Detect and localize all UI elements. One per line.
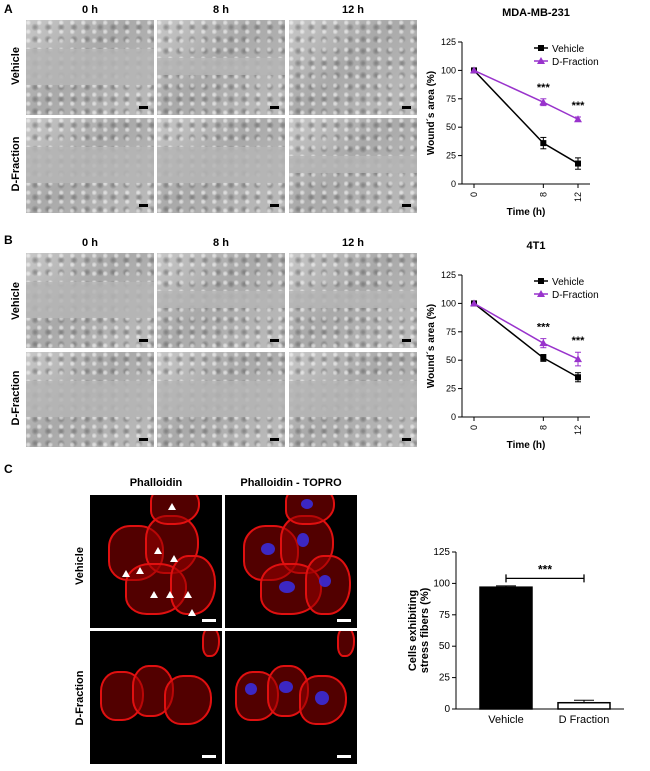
micrograph-a-dfraction-0h bbox=[26, 118, 154, 213]
panel-b-time-12h: 12 h bbox=[341, 237, 364, 249]
y-tick-label: 25 bbox=[446, 151, 456, 161]
series-line-1 bbox=[473, 69, 579, 120]
panel-c-row-dfraction: D-Fraction bbox=[74, 670, 86, 726]
y-tick-label: 125 bbox=[441, 270, 456, 280]
fluorescence-c-vehicle-phalloidin-topro bbox=[225, 495, 357, 628]
legend-marker bbox=[537, 57, 545, 64]
x-tick-label: 12 bbox=[573, 425, 583, 435]
panel-label-c: C bbox=[4, 462, 13, 476]
micrograph-a-vehicle-12h bbox=[289, 20, 417, 115]
x-tick-label: 0 bbox=[469, 425, 479, 430]
series-line-0 bbox=[473, 302, 579, 378]
y-tick-label: 25 bbox=[446, 384, 456, 394]
fluorescence-c-dfraction-phalloidin-topro bbox=[225, 631, 357, 764]
significance-annotation: *** bbox=[538, 562, 552, 576]
panel-c-row-vehicle: Vehicle bbox=[74, 547, 86, 585]
micrograph-a-dfraction-8h bbox=[157, 118, 285, 213]
x-axis-label: Time (h) bbox=[507, 207, 546, 218]
micrograph-b-vehicle-8h bbox=[157, 253, 285, 348]
legend-label: Vehicle bbox=[552, 277, 585, 288]
chart-4t1: 4T1 0 25 50 75 100 125 0 8 12 Time (h) Wound´s area… bbox=[426, 240, 599, 451]
data-point bbox=[470, 299, 478, 307]
y-tick-label: 0 bbox=[451, 412, 456, 422]
data-point bbox=[539, 98, 548, 106]
panel-a-row-vehicle: Vehicle bbox=[10, 47, 22, 85]
y-tick-label: 25 bbox=[439, 673, 451, 684]
data-point bbox=[470, 66, 478, 74]
legend-marker bbox=[538, 278, 544, 284]
significance-annotation: *** bbox=[572, 100, 586, 112]
panel-label-a: A bbox=[4, 2, 13, 16]
fluorescence-c-dfraction-phalloidin bbox=[90, 631, 222, 764]
panel-b-time-0h: 0 h bbox=[82, 237, 98, 249]
x-tick-label: Vehicle bbox=[488, 714, 523, 726]
y-tick-label: 50 bbox=[439, 641, 451, 652]
data-point bbox=[574, 355, 582, 363]
y-tick-label: 100 bbox=[433, 578, 450, 589]
y-tick-label: 125 bbox=[441, 37, 456, 47]
micrograph-b-dfraction-12h bbox=[289, 352, 417, 447]
x-tick-label: D Fraction bbox=[559, 714, 610, 726]
legend-label: Vehicle bbox=[552, 44, 585, 55]
panel-a-time-12h: 12 h bbox=[341, 4, 364, 16]
panel-c-col-phalloidin: Phalloidin bbox=[129, 477, 183, 489]
x-tick-label: 8 bbox=[538, 425, 548, 430]
legend-label: D-Fraction bbox=[552, 57, 599, 68]
x-tick-label: 8 bbox=[538, 192, 548, 197]
micrograph-a-dfraction-12h bbox=[289, 118, 417, 213]
y-tick-label: 50 bbox=[446, 122, 456, 132]
y-tick-label: 75 bbox=[439, 610, 451, 621]
data-point bbox=[539, 339, 548, 347]
panel-label-b: B bbox=[4, 233, 13, 247]
panel-c-col-phalloidin-topro: Phalloidin - TOPRO bbox=[240, 477, 342, 489]
y-tick-label: 125 bbox=[433, 547, 450, 558]
y-tick-label: 100 bbox=[441, 298, 456, 308]
y-axis-label: Wound´s area (%) bbox=[426, 71, 437, 155]
y-tick-label: 0 bbox=[444, 704, 450, 715]
micrograph-a-vehicle-0h bbox=[26, 20, 154, 115]
chart-title: MDA-MB-231 bbox=[502, 7, 570, 19]
legend-marker bbox=[537, 290, 545, 297]
data-point bbox=[575, 374, 581, 381]
panel-b-row-vehicle: Vehicle bbox=[10, 282, 22, 320]
legend-label: D-Fraction bbox=[552, 290, 599, 301]
y-tick-label: 0 bbox=[451, 179, 456, 189]
fluorescence-c-vehicle-phalloidin bbox=[90, 495, 222, 628]
y-axis-label: stress fibers (%) bbox=[419, 587, 431, 673]
y-tick-label: 75 bbox=[446, 327, 456, 337]
y-axis-label: Cells exhibiting bbox=[407, 590, 419, 671]
panel-a-time-0h: 0 h bbox=[82, 4, 98, 16]
series-line-1 bbox=[473, 302, 579, 360]
y-tick-label: 75 bbox=[446, 94, 456, 104]
data-point bbox=[540, 140, 547, 147]
x-tick-label: 0 bbox=[469, 192, 479, 197]
micrograph-b-vehicle-0h bbox=[26, 253, 154, 348]
micrograph-b-dfraction-8h bbox=[157, 352, 285, 447]
significance-annotation: *** bbox=[537, 82, 551, 94]
data-point bbox=[574, 115, 582, 123]
x-tick-label: 12 bbox=[573, 192, 583, 202]
panel-a-row-dfraction: D-Fraction bbox=[10, 136, 22, 192]
series-line-0 bbox=[473, 69, 579, 165]
micrograph-b-dfraction-0h bbox=[26, 352, 154, 447]
chart-mda-mb-231: MDA-MB-231 0 25 50 75 100 125 0 8 12 Time (h) Wound… bbox=[426, 7, 599, 218]
significance-annotation: *** bbox=[572, 335, 586, 347]
panel-b-row-dfraction: D-Fraction bbox=[10, 370, 22, 426]
legend-marker bbox=[538, 45, 544, 51]
panel-b-time-8h: 8 h bbox=[213, 237, 229, 249]
bar bbox=[557, 701, 611, 710]
panel-a-time-8h: 8 h bbox=[213, 4, 229, 16]
data-point bbox=[575, 160, 581, 167]
bar bbox=[479, 586, 533, 710]
chart-stress-fibers: 0 25 50 75 100 125 Cells exhibiting stress fibe… bbox=[407, 547, 624, 726]
chart-title: 4T1 bbox=[527, 240, 546, 252]
y-axis-label: Wound´s area (%) bbox=[426, 304, 437, 388]
y-tick-label: 100 bbox=[441, 65, 456, 75]
significance-annotation: *** bbox=[537, 322, 551, 334]
data-point bbox=[540, 354, 547, 361]
x-axis-label: Time (h) bbox=[507, 440, 546, 451]
micrograph-b-vehicle-12h bbox=[289, 253, 417, 348]
y-tick-label: 50 bbox=[446, 355, 456, 365]
micrograph-a-vehicle-8h bbox=[157, 20, 285, 115]
